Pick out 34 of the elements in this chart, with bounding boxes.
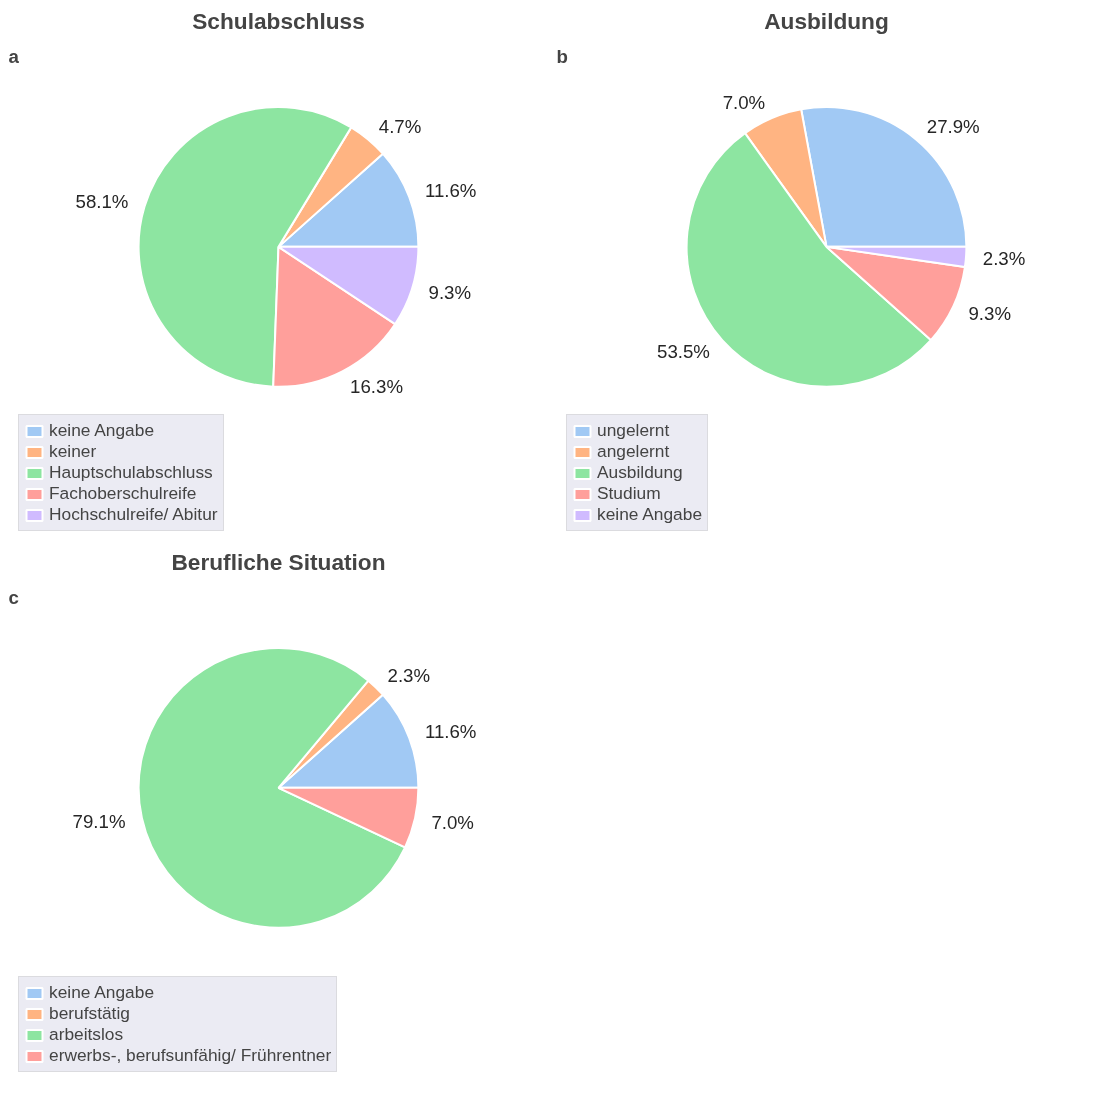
chart-title: Ausbildung: [764, 7, 889, 34]
data-label: 9.3%: [428, 281, 472, 303]
legend-label: angelernt: [597, 441, 670, 462]
data-label: 27.9%: [926, 115, 980, 137]
data-label: 11.6%: [424, 721, 477, 743]
legend-label: keiner: [49, 441, 97, 462]
data-label: 53.5%: [657, 341, 710, 363]
legend-label: arbeitslos: [49, 1024, 124, 1045]
data-label: 7.0%: [722, 91, 766, 113]
data-label: 7.0%: [431, 811, 474, 833]
data-label: 2.3%: [982, 247, 1026, 269]
legend-label: Hauptschulabschluss: [49, 462, 213, 483]
data-label: 9.3%: [968, 302, 1012, 324]
data-label: 58.1%: [75, 191, 129, 213]
legend-label: berufstätig: [49, 1003, 130, 1024]
legend-label: keine Angabe: [49, 982, 155, 1003]
legend-label: Hochschulreife/ Abitur: [49, 504, 218, 525]
data-label: 79.1%: [72, 811, 126, 833]
legend-label: Ausbildung: [597, 462, 683, 483]
data-label: 11.6%: [424, 180, 477, 202]
text: a: [8, 45, 20, 67]
legend-label: erwerbs-, berufsunfähig/ Frührentner: [49, 1045, 332, 1066]
legend-label: keine Angabe: [49, 420, 155, 441]
text: b: [556, 45, 568, 67]
data-label: 2.3%: [387, 664, 431, 686]
legend-label: Fachoberschulreife: [49, 483, 197, 504]
data-label: 4.7%: [378, 115, 422, 137]
chart-title: Schulabschluss: [192, 7, 365, 34]
data-label: 16.3%: [350, 376, 403, 398]
legend-label: ungelernt: [597, 420, 670, 441]
chart-title: Berufliche Situation: [171, 548, 386, 575]
legend-label: keine Angabe: [597, 504, 703, 525]
text: c: [8, 586, 19, 608]
legend-label: Studium: [597, 483, 661, 504]
